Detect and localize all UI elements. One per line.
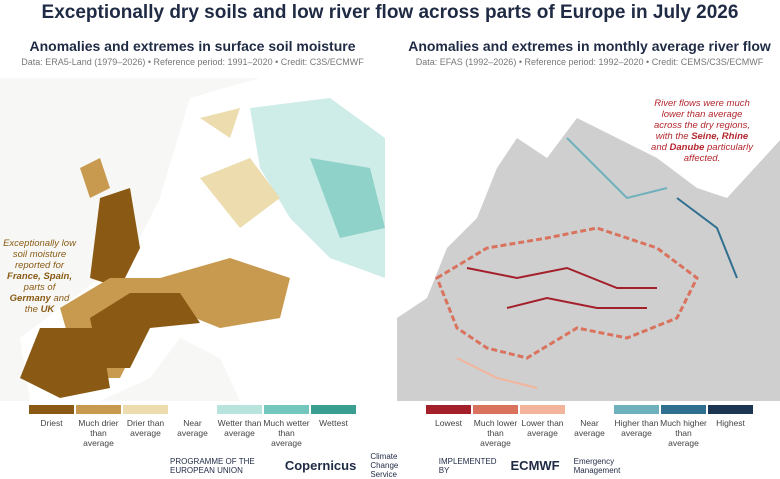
legend-label: Near average [574,418,605,438]
legend-item: Lowest [425,405,472,448]
panel-title: Anomalies and extremes in surface soil m… [29,38,356,54]
annotation-text: and the [24,293,70,315]
legend-item: Much lower than average [472,405,519,448]
legend-label: Driest [40,418,63,428]
footer-logo-text: Climate Change Service [370,452,399,479]
legend: Driest Much drier than average Drier than … [0,405,385,448]
legend-swatch [567,405,612,414]
footer-logo-text: ECMWF [510,458,560,473]
footer-logo-text: PROGRAMME OF THE EUROPEAN UNION [170,456,255,475]
annotation-text: France, Spain, [7,271,72,282]
legend-label: Highest [716,418,745,428]
annotation-text: and [651,142,670,153]
footer-logo-text: IMPLEMENTED BY [438,456,497,475]
legend-swatch [473,405,518,414]
legend: Lowest Much lower than average Lower than … [397,405,780,448]
legend-swatch [264,405,309,414]
annotation: Exceptionally low soil moisture reported… [2,238,77,315]
annotation-text: Germany [9,293,51,304]
legend-swatch [29,405,74,414]
legend-label: Near average [177,418,208,438]
legend-swatch [76,405,121,414]
legend-item: Higher than average [613,405,660,448]
legend-swatch [170,405,215,414]
annotation-text: River flows were much lower than average… [653,98,751,142]
annotation-text: Danube [669,142,705,153]
legend-item: Driest [28,405,75,448]
legend-label: Much wetter than average [263,418,310,448]
legend-swatch [614,405,659,414]
annotation-text: parts of [23,282,56,293]
soil-map [0,78,385,401]
legend-item: Drier than average [122,405,169,448]
legend-swatch [426,405,471,414]
legend-swatch [311,405,356,414]
legend-item: Much higher than average [660,405,707,448]
annotation-text: Seine, Rhine [691,131,749,142]
legend-label: Higher than average [614,418,659,438]
legend-swatch [217,405,262,414]
legend-item: Lower than average [519,405,566,448]
legend-label: Lower than average [521,418,564,438]
annotation-text: particularly affected. [683,142,753,164]
legend-label: Wetter than average [217,418,262,438]
legend-item: Wettest [310,405,357,448]
panel-source: Data: EFAS (1992–2026) • Reference perio… [415,57,764,67]
footer: PROGRAMME OF THE EUROPEAN UNION Copernicu… [170,452,630,479]
legend-item: Near average [566,405,613,448]
panel: Anomalies and extremes in monthly averag… [397,38,780,448]
footer-logo-text: Copernicus [284,458,357,473]
legend-label: Much lower than average [473,418,518,448]
legend-item: Near average [169,405,216,448]
legend-item: Highest [707,405,754,448]
legend-swatch [661,405,706,414]
legend-item: Wetter than average [216,405,263,448]
annotation-text: Exceptionally low soil moisture reported… [3,238,76,271]
legend-label: Much higher than average [660,418,707,448]
legend-swatch [123,405,168,414]
annotation: River flows were much lower than average… [647,98,757,164]
panel: Anomalies and extremes in surface soil m… [0,38,385,448]
legend-label: Much drier than average [78,418,119,448]
legend-item: Much drier than average [75,405,122,448]
legend-label: Lowest [435,418,462,428]
panel-title: Anomalies and extremes in monthly averag… [408,38,771,54]
legend-label: Drier than average [126,418,165,438]
river-map [397,78,780,401]
legend-swatch [708,405,753,414]
footer-logo-text: Emergency Management [573,456,621,475]
annotation-text: UK [40,304,55,315]
legend-swatch [520,405,565,414]
legend-item: Much wetter than average [263,405,310,448]
legend-label: Wettest [319,418,348,428]
page-title: Exceptionally dry soils and low river fl… [41,2,739,23]
panel-source: Data: ERA5-Land (1979–2026) • Reference … [21,57,364,67]
